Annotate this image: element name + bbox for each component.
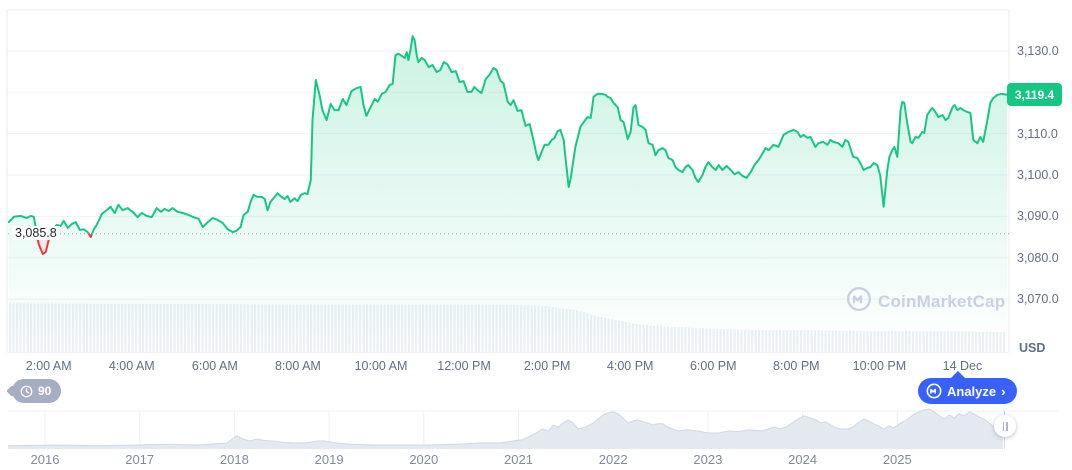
x-axis-tick-label: 4:00 AM [108, 359, 155, 373]
timeline-year-label: 2020 [409, 452, 439, 467]
coinmarketcap-watermark: CoinMarketCap [846, 286, 1005, 317]
timeline-year-label: 2025 [882, 452, 912, 467]
timeline-year-label: 2022 [598, 452, 628, 467]
analyze-button-label: Analyze [947, 383, 997, 399]
clock-icon [19, 384, 34, 399]
x-axis-tick-label: 8:00 PM [773, 359, 820, 373]
coinmarketcap-logo-icon [846, 286, 872, 317]
timeline-year-label: 2024 [788, 452, 818, 467]
timeline-year-label: 2016 [30, 452, 60, 467]
analyze-tooltip-caret [951, 371, 965, 378]
x-axis-tick-label: 2:00 AM [25, 359, 72, 373]
y-axis-tick-label: 3,070.0 [1017, 292, 1059, 307]
currency-label: USD [1019, 341, 1046, 355]
timeline-year-label: 2017 [125, 452, 155, 467]
history-countdown-badge: 90 [12, 379, 62, 403]
x-axis-tick-label: 8:00 AM [274, 359, 321, 373]
y-axis-tick-label: 3,130.0 [1017, 43, 1059, 58]
timeline-year-label: 2023 [693, 452, 723, 467]
watermark-text: CoinMarketCap [878, 291, 1006, 311]
open-price-label: 3,085.8 [12, 225, 60, 240]
analyze-button[interactable]: Analyze › [918, 378, 1018, 404]
timeline-year-label: 2018 [219, 452, 249, 467]
x-axis-tick-label: 6:00 AM [191, 359, 238, 373]
x-axis-tick-label: 2:00 PM [523, 359, 571, 373]
y-axis-tick-label: 3,110.0 [1017, 126, 1058, 141]
timeline-right-handle[interactable] [994, 415, 1016, 437]
x-axis-tick-label: 10:00 PM [852, 359, 907, 373]
history-countdown-value: 90 [38, 384, 52, 398]
x-axis-tick-label: 12:00 PM [437, 359, 491, 373]
y-axis-tick-label: 3,090.0 [1017, 209, 1059, 224]
drag-handle-icon [1002, 421, 1004, 431]
y-axis-tick-label: 3,080.0 [1017, 250, 1059, 265]
y-axis-tick-label: 3,100.0 [1017, 168, 1059, 182]
x-axis-tick-label: 6:00 PM [689, 359, 737, 373]
x-axis-tick-label: 10:00 AM [354, 359, 408, 373]
x-axis-tick-label: 14 Dec [942, 359, 983, 373]
timeline-year-label: 2021 [504, 452, 533, 467]
current-price-badge: 3,119.4 [1007, 83, 1062, 107]
x-axis-tick-label: 4:00 PM [606, 359, 654, 373]
coinmarketcap-logo-icon [926, 383, 942, 399]
chevron-right-icon: › [1001, 383, 1006, 399]
timeline-year-label: 2019 [314, 452, 344, 467]
drag-handle-icon [1006, 421, 1008, 431]
